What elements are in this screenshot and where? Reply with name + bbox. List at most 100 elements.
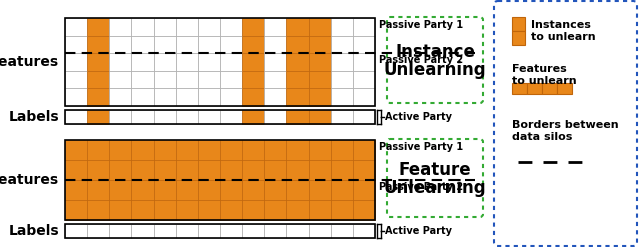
Text: Passive Party 2: Passive Party 2 xyxy=(379,55,463,65)
Bar xyxy=(331,110,353,124)
Bar xyxy=(353,180,375,200)
Bar xyxy=(353,140,375,160)
Bar xyxy=(176,110,198,124)
Bar xyxy=(176,140,198,160)
Bar xyxy=(220,110,242,124)
Bar xyxy=(109,180,131,200)
Bar xyxy=(308,160,331,180)
Bar xyxy=(198,88,220,106)
Bar xyxy=(264,88,287,106)
Bar xyxy=(154,88,176,106)
Bar xyxy=(331,140,353,160)
Bar xyxy=(264,53,287,71)
Bar xyxy=(65,53,87,71)
Bar xyxy=(308,180,331,200)
Bar xyxy=(220,140,242,160)
Bar xyxy=(87,110,109,124)
Text: Passive Party 1: Passive Party 1 xyxy=(379,142,463,152)
Bar xyxy=(65,140,87,160)
Bar xyxy=(331,18,353,36)
Bar xyxy=(87,88,109,106)
Bar xyxy=(176,88,198,106)
Bar xyxy=(131,36,154,53)
Bar xyxy=(557,83,572,94)
Bar xyxy=(131,18,154,36)
Bar xyxy=(198,140,220,160)
Bar xyxy=(131,180,154,200)
Bar xyxy=(176,180,198,200)
Bar xyxy=(264,36,287,53)
Text: Passive Party 1: Passive Party 1 xyxy=(379,20,463,30)
Bar xyxy=(65,160,87,180)
Bar xyxy=(308,88,331,106)
Bar xyxy=(308,140,331,160)
Bar xyxy=(264,200,287,220)
Text: Features: Features xyxy=(0,173,59,187)
Bar xyxy=(176,160,198,180)
FancyBboxPatch shape xyxy=(387,139,483,217)
Bar xyxy=(353,53,375,71)
Bar xyxy=(331,71,353,88)
Bar xyxy=(308,36,331,53)
Bar xyxy=(198,200,220,220)
Bar xyxy=(331,180,353,200)
Bar xyxy=(109,18,131,36)
Text: Active Party: Active Party xyxy=(385,226,452,236)
Bar xyxy=(154,224,176,238)
Bar xyxy=(287,160,308,180)
Bar xyxy=(264,160,287,180)
Bar xyxy=(109,200,131,220)
Bar xyxy=(198,160,220,180)
Bar xyxy=(176,53,198,71)
Bar xyxy=(176,200,198,220)
FancyBboxPatch shape xyxy=(387,17,483,103)
Bar xyxy=(65,71,87,88)
Bar xyxy=(308,71,331,88)
Bar xyxy=(353,88,375,106)
Bar xyxy=(242,53,264,71)
Bar xyxy=(198,18,220,36)
Bar xyxy=(242,88,264,106)
Bar xyxy=(264,110,287,124)
Bar xyxy=(220,200,242,220)
Bar xyxy=(198,71,220,88)
Bar xyxy=(154,110,176,124)
Bar xyxy=(353,18,375,36)
Text: Instances
to unlearn: Instances to unlearn xyxy=(531,20,596,42)
Bar xyxy=(65,110,375,124)
Bar xyxy=(264,180,287,200)
Bar xyxy=(287,18,308,36)
Bar xyxy=(220,71,242,88)
Bar xyxy=(308,53,331,71)
Bar xyxy=(308,110,331,124)
Text: Features
to unlearn: Features to unlearn xyxy=(512,64,577,86)
Bar xyxy=(242,180,264,200)
Bar xyxy=(109,110,131,124)
Bar xyxy=(264,71,287,88)
Bar xyxy=(131,200,154,220)
Bar xyxy=(176,36,198,53)
Bar xyxy=(353,200,375,220)
Bar xyxy=(331,36,353,53)
Bar xyxy=(131,71,154,88)
Bar xyxy=(154,18,176,36)
Text: Features: Features xyxy=(0,55,59,69)
Bar xyxy=(264,140,287,160)
Bar xyxy=(87,200,109,220)
Text: Labels: Labels xyxy=(8,110,59,124)
Bar xyxy=(331,224,353,238)
Text: Active Party: Active Party xyxy=(385,112,452,122)
Bar xyxy=(331,160,353,180)
Text: Instance: Instance xyxy=(395,43,475,61)
Bar xyxy=(176,224,198,238)
Bar xyxy=(242,160,264,180)
Bar xyxy=(220,36,242,53)
Bar xyxy=(287,88,308,106)
Bar xyxy=(109,36,131,53)
Bar xyxy=(220,160,242,180)
Bar xyxy=(264,18,287,36)
Text: Unlearning: Unlearning xyxy=(384,61,486,79)
Bar xyxy=(154,140,176,160)
Bar xyxy=(109,53,131,71)
Bar xyxy=(87,71,109,88)
